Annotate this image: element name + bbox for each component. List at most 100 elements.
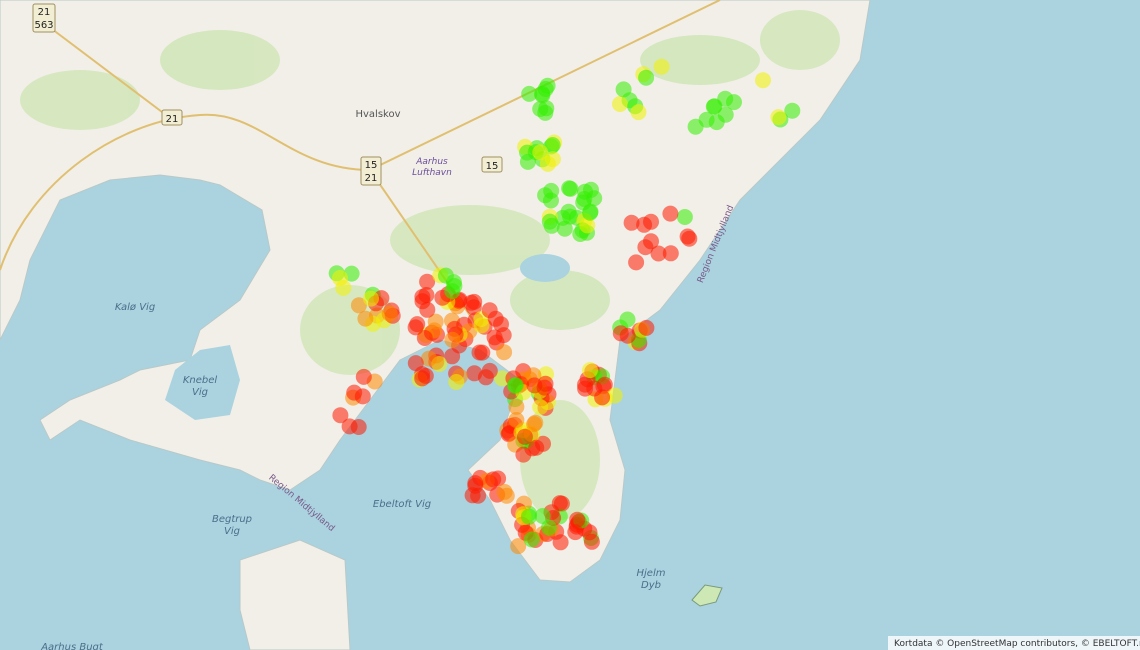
marker[interactable]	[567, 524, 584, 541]
marker[interactable]	[556, 220, 573, 237]
marker[interactable]	[350, 297, 367, 314]
marker[interactable]	[638, 69, 655, 86]
marker[interactable]	[543, 217, 560, 234]
marker[interactable]	[407, 319, 424, 336]
marker[interactable]	[496, 344, 513, 361]
marker[interactable]	[494, 370, 511, 387]
bay-label: Ebeltoft Vig	[373, 499, 431, 510]
marker[interactable]	[521, 508, 537, 525]
marker[interactable]	[619, 327, 636, 344]
markers	[328, 58, 801, 555]
marker[interactable]	[552, 534, 569, 551]
marker[interactable]	[681, 230, 698, 247]
marker[interactable]	[508, 412, 525, 428]
marker[interactable]	[363, 290, 379, 307]
marker[interactable]	[628, 254, 645, 271]
marker[interactable]	[532, 144, 549, 161]
marker[interactable]	[612, 96, 628, 112]
marker[interactable]	[427, 313, 444, 330]
marker[interactable]	[653, 58, 670, 75]
bay-label: Begtrup	[212, 514, 252, 525]
marker[interactable]	[586, 380, 603, 397]
road-shield: 563	[34, 20, 53, 31]
marker[interactable]	[708, 114, 725, 131]
marker[interactable]	[407, 355, 424, 372]
marker[interactable]	[507, 377, 524, 394]
marker[interactable]	[473, 317, 490, 334]
marker[interactable]	[528, 439, 545, 456]
marker[interactable]	[615, 81, 632, 98]
marker[interactable]	[463, 294, 480, 311]
bay-label: Kalø Vig	[115, 302, 155, 313]
marker[interactable]	[332, 407, 349, 424]
marker[interactable]	[623, 214, 640, 231]
marker[interactable]	[350, 419, 367, 435]
marker[interactable]	[662, 245, 679, 262]
road-shield: 21	[38, 7, 51, 18]
marker[interactable]	[516, 428, 533, 445]
inlet	[165, 345, 240, 420]
island	[691, 584, 723, 607]
marker[interactable]	[561, 180, 578, 197]
marker[interactable]	[560, 203, 577, 220]
marker[interactable]	[537, 81, 554, 97]
marker[interactable]	[420, 350, 437, 367]
marker[interactable]	[357, 310, 374, 327]
marker[interactable]	[477, 369, 494, 386]
marker[interactable]	[332, 270, 348, 286]
marker[interactable]	[619, 311, 636, 328]
marker[interactable]	[523, 531, 540, 548]
marker[interactable]	[355, 368, 372, 385]
marker[interactable]	[638, 319, 655, 336]
marker[interactable]	[650, 245, 667, 262]
marker[interactable]	[784, 102, 801, 119]
marker[interactable]	[537, 375, 554, 392]
marker[interactable]	[606, 387, 623, 404]
marker[interactable]	[515, 446, 532, 463]
bay-label: Knebel	[183, 375, 218, 386]
marker[interactable]	[418, 287, 435, 303]
marker[interactable]	[544, 151, 561, 168]
marker[interactable]	[706, 98, 723, 115]
marker[interactable]	[521, 85, 538, 102]
marker[interactable]	[416, 330, 433, 346]
marker[interactable]	[419, 273, 436, 290]
marker[interactable]	[532, 399, 549, 415]
marker[interactable]	[444, 283, 461, 300]
marker[interactable]	[508, 398, 525, 415]
marker[interactable]	[643, 233, 659, 250]
marker[interactable]	[381, 305, 398, 322]
marker[interactable]	[496, 483, 513, 500]
marker[interactable]	[662, 205, 679, 222]
marker[interactable]	[510, 538, 527, 555]
lake	[520, 254, 570, 282]
marker[interactable]	[544, 137, 561, 153]
marker[interactable]	[676, 209, 693, 225]
attribution: Kortdata © OpenStreetMap contributors, ©…	[894, 639, 1140, 649]
marker[interactable]	[448, 374, 465, 390]
marker[interactable]	[444, 331, 461, 348]
marker[interactable]	[444, 348, 461, 365]
marker[interactable]	[534, 508, 551, 524]
marker[interactable]	[346, 384, 363, 401]
marker[interactable]	[770, 109, 787, 126]
airport-label: Lufthavn	[412, 168, 452, 178]
marker[interactable]	[532, 101, 549, 117]
marker[interactable]	[527, 414, 544, 431]
marker[interactable]	[755, 72, 771, 89]
marker[interactable]	[575, 194, 592, 211]
marker[interactable]	[467, 477, 484, 494]
marker[interactable]	[471, 344, 488, 361]
marker[interactable]	[583, 533, 600, 550]
marker[interactable]	[579, 217, 596, 234]
marker[interactable]	[417, 367, 434, 384]
marker[interactable]	[519, 153, 536, 170]
marker[interactable]	[582, 362, 598, 379]
marker[interactable]	[485, 471, 502, 488]
marker[interactable]	[569, 511, 586, 528]
marker[interactable]	[481, 302, 498, 319]
bay-label: Hjelm	[637, 568, 666, 579]
marker[interactable]	[543, 182, 560, 199]
marker[interactable]	[643, 213, 659, 230]
marker[interactable]	[630, 104, 647, 121]
